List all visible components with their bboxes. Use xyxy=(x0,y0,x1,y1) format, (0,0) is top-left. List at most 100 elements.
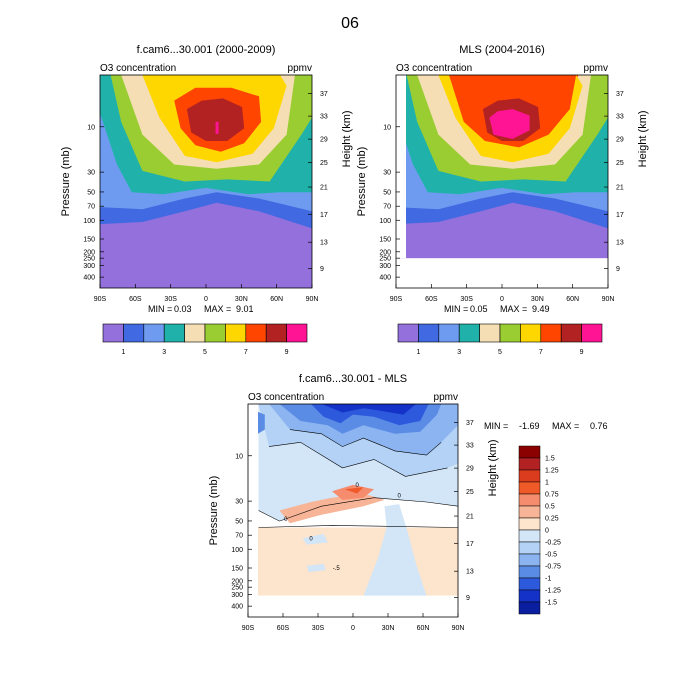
min-value: 0.03 xyxy=(174,304,192,314)
colorbar-label: 0 xyxy=(545,528,549,535)
max-value: 0.76 xyxy=(590,421,608,431)
panel-title: f.cam6...30.001 - MLS xyxy=(299,373,407,385)
y-tick-label: 50 xyxy=(383,189,391,196)
colorbar-swatch xyxy=(418,323,440,343)
y-tick-label: 400 xyxy=(379,275,391,282)
y2-tick-label: 13 xyxy=(320,240,328,247)
colorbar-swatch xyxy=(518,589,541,603)
y-tick-label: 150 xyxy=(379,237,391,244)
y2-tick-label: 25 xyxy=(616,160,624,167)
y2-tick-label: 29 xyxy=(616,137,624,144)
colorbar-label: 7 xyxy=(244,349,248,356)
y2-axis-title: Height (km) xyxy=(341,110,353,167)
colorbar-swatch xyxy=(397,323,419,343)
y2-tick-label: 37 xyxy=(616,91,624,98)
y-tick-label: 200 xyxy=(231,578,243,585)
y-axis-title: Pressure (mb) xyxy=(60,147,72,217)
colorbar-swatch xyxy=(581,323,603,343)
x-tick-label: 0 xyxy=(500,296,504,303)
contour-line xyxy=(268,441,448,477)
colorbar-label: 1 xyxy=(121,349,125,356)
colorbar-label: -1.25 xyxy=(545,588,561,595)
colorbar-label: -1.5 xyxy=(545,600,557,607)
colorbar-label: 0.75 xyxy=(545,492,559,499)
min-value: -1.69 xyxy=(519,421,540,431)
colorbar-swatch xyxy=(518,505,541,519)
max-label: MAX = xyxy=(552,421,579,431)
y2-tick-label: 29 xyxy=(466,466,474,473)
panel-title: MLS (2004-2016) xyxy=(459,44,545,56)
contour-field xyxy=(396,75,608,288)
min-label: MIN = xyxy=(148,304,172,314)
y-tick-label: 400 xyxy=(231,604,243,611)
colorbar-label: 7 xyxy=(539,349,543,356)
y-tick-label: 30 xyxy=(235,499,243,506)
y-tick-label: 30 xyxy=(87,170,95,177)
colorbar-swatch xyxy=(518,517,541,531)
colorbar-label: 9 xyxy=(580,349,584,356)
colorbar-label: -0.25 xyxy=(545,540,561,547)
subtitle-right: ppmv xyxy=(434,392,458,403)
y2-axis-title: Height (km) xyxy=(637,110,649,167)
y2-tick-label: 9 xyxy=(466,595,470,602)
y2-tick-label: 37 xyxy=(466,420,474,427)
x-tick-label: 90N xyxy=(306,296,319,303)
y-tick-label: 300 xyxy=(83,263,95,270)
x-tick-label: 60S xyxy=(277,625,290,632)
y-tick-label: 250 xyxy=(231,585,243,592)
colorbar-swatch xyxy=(518,481,541,495)
contour-line xyxy=(258,497,458,522)
y-tick-label: 50 xyxy=(235,518,243,525)
max-label: MAX = xyxy=(204,304,231,314)
max-value: 9.49 xyxy=(532,304,550,314)
x-tick-label: 60S xyxy=(425,296,438,303)
subtitle-left: O3 concentration xyxy=(396,63,472,74)
x-tick-label: 90S xyxy=(390,296,403,303)
colorbar-label: -1 xyxy=(545,576,551,583)
contour-field xyxy=(248,404,458,617)
panel-bottom: 0 0 0 -.5 0 f.cam6...30.001 - MLS O3 concentra… xyxy=(208,373,608,632)
level-band xyxy=(344,487,364,494)
missing-data-region xyxy=(396,258,608,288)
x-tick-label: 30N xyxy=(235,296,248,303)
colorbar-swatch xyxy=(458,323,480,343)
y-tick-label: 100 xyxy=(231,547,243,554)
y2-tick-label: 17 xyxy=(320,212,328,219)
y-axis-title: Pressure (mb) xyxy=(208,476,220,546)
colorbar-label: 1.25 xyxy=(545,468,559,475)
min-label: MIN = xyxy=(484,421,508,431)
x-tick-label: 60N xyxy=(566,296,579,303)
missing-data-region xyxy=(248,595,458,617)
y-tick-label: 150 xyxy=(83,237,95,244)
colorbar-label: -0.5 xyxy=(545,552,557,559)
colorbar-swatch xyxy=(265,323,287,343)
colorbar-swatch xyxy=(518,457,541,471)
panel-top-right: MLS (2004-2016)O3 concentration ppmv10305… xyxy=(356,44,649,356)
colorbar-label: 0.25 xyxy=(545,516,559,523)
x-tick-label: 60S xyxy=(129,296,142,303)
contour-line xyxy=(289,429,442,456)
colorbar-swatch xyxy=(518,541,541,555)
contour-label: 0 xyxy=(356,483,360,489)
x-tick-label: 30S xyxy=(164,296,177,303)
colorbar-swatch xyxy=(163,323,185,343)
colorbar-swatch xyxy=(499,323,521,343)
x-tick-label: 90S xyxy=(242,625,255,632)
y-tick-label: 300 xyxy=(231,592,243,599)
colorbar-swatch xyxy=(518,601,541,615)
y2-tick-label: 33 xyxy=(616,114,624,121)
contour-field xyxy=(100,75,312,288)
colorbar-swatch xyxy=(518,469,541,483)
colorbar-swatch xyxy=(286,323,308,343)
y-tick-label: 70 xyxy=(383,204,391,211)
min-value: 0.05 xyxy=(470,304,488,314)
colorbar-label: 3 xyxy=(457,349,461,356)
colorbar-label: 5 xyxy=(498,349,502,356)
x-tick-label: 60N xyxy=(270,296,283,303)
y2-tick-label: 25 xyxy=(320,160,328,167)
colorbar-label: 1 xyxy=(545,480,549,487)
subtitle-left: O3 concentration xyxy=(248,392,324,403)
colorbar-swatch xyxy=(520,323,542,343)
max-value: 9.01 xyxy=(236,304,254,314)
